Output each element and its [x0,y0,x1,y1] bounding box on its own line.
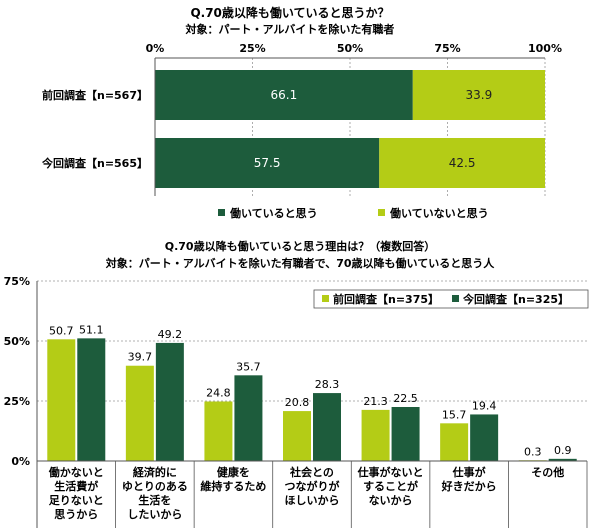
chart2-category-label: ないから [369,494,413,507]
chart1-data-label: 57.5 [254,156,281,170]
chart1-plot: 0% 25% 50% 75% 100% 前回調査【n=567】 66.1 33.9 今回調査【n… [41,42,562,220]
chart2-category-label: 健康を [217,465,250,479]
chart2-category-label: ゆとりのある [122,480,188,493]
chart2-legend-label: 今回調査【n=325】 [462,292,569,306]
chart1-category-label: 前回調査【n=567】 [42,88,148,102]
chart2-category-label: つながりが [285,479,340,493]
chart2-category-label: ほしいから [285,494,340,507]
chart1-legend-swatch [218,209,225,216]
chart2-category-label: 思うから [54,508,98,521]
chart2-bar-previous [125,365,154,461]
chart2-category-label: その他 [531,465,564,479]
chart2-bar-previous [361,409,390,461]
chart2-category-label: 生活を [138,493,171,507]
chart2-data-label: 28.3 [315,378,340,391]
chart2-data-label: 49.2 [158,328,183,341]
chart2-bar-current [548,458,577,461]
chart2-data-label: 22.5 [393,392,418,405]
chart1-bar-working [155,70,413,120]
chart2-legend-box [313,289,589,309]
chart1-data-label: 42.5 [449,156,476,170]
chart1-data-label: 33.9 [466,88,493,102]
chart2-tick-label: 0% [11,455,30,468]
chart1-bar-working [155,138,380,188]
chart2-category-label: 社会との [289,465,334,479]
chart1-data-label: 66.1 [271,88,298,102]
chart1-tick-label: 50% [337,42,363,55]
chart2-title: Q.70歳以降も働いていると思う理由は？（複数回答） [165,239,436,253]
chart2-bar-previous [204,401,233,461]
chart2-bar-previous [283,411,311,461]
chart2-category-label: 維持するため [200,479,266,493]
chart1-legend-label: 働いていないと思う [389,206,489,220]
chart1-tick-label: 75% [434,42,460,55]
chart2-legend-swatch [322,295,329,302]
chart2-data-label: 0.3 [524,445,542,458]
chart1-bar-not-working [412,70,545,120]
chart2-legend-swatch [452,295,459,302]
chart2-data-label: 21.3 [363,395,388,408]
chart1-title: Q.70歳以降も働いていると思うか？ [190,5,389,20]
chart1-tick-label: 100% [528,42,562,55]
chart2-bar-current [391,407,420,461]
chart1-bar-not-working [379,138,545,188]
chart2-data-label: 35.7 [236,360,261,373]
chart2-data-label: 51.1 [79,323,104,336]
chart2-bar-current [155,342,184,461]
chart2-category-label: 働かないと [48,465,104,479]
chart2-category-label: することが [363,479,418,493]
chart2-subtitle: 対象：パート・アルバイトを除いた有職者で、70歳以降も働いていると思う人 [105,256,495,270]
chart1-legend-swatch [378,209,385,216]
chart2-bar-previous [440,423,469,461]
chart2-data-label: 19.4 [472,399,497,412]
chart2-category-label: 経済的に [133,465,177,479]
chart1-tick-label: 0% [146,42,165,55]
chart1-subtitle: 対象：パート・アルバイトを除いた有職者 [185,22,395,36]
chart2-category-label: 足りないと [49,494,104,507]
chart2-category-label: したいから [127,508,182,521]
chart2-data-label: 20.8 [285,396,310,409]
chart2-data-label: 15.7 [442,408,467,421]
chart1-category-label: 今回調査【n=565】 [41,156,148,170]
chart2-data-label: 0.9 [554,444,572,457]
chart2-bar-previous [47,339,76,461]
chart2-tick-label: 25% [4,395,30,408]
chart2-tick-label: 50% [4,335,30,348]
chart2-category-label: 仕事が [452,465,486,479]
chart2-category-label: 好きだから [441,479,497,493]
chart2-data-label: 24.8 [206,386,231,399]
chart2-bar-current [470,414,499,461]
chart1-legend-label: 働いていると思う [229,206,318,220]
chart2-bar-current [313,393,341,461]
chart2-category-label: 仕事がないと [357,465,424,479]
chart2-data-label: 39.7 [128,351,153,364]
chart2-data-label: 50.7 [49,324,74,337]
chart2-legend-label: 前回調査【n=375】 [333,292,439,306]
chart2-bar-current [234,375,263,461]
chart1-tick-label: 25% [239,42,265,55]
chart2-category-label: 生活費が [54,479,98,493]
chart2-tick-label: 75% [4,275,30,288]
chart2-bar-current [77,338,106,461]
